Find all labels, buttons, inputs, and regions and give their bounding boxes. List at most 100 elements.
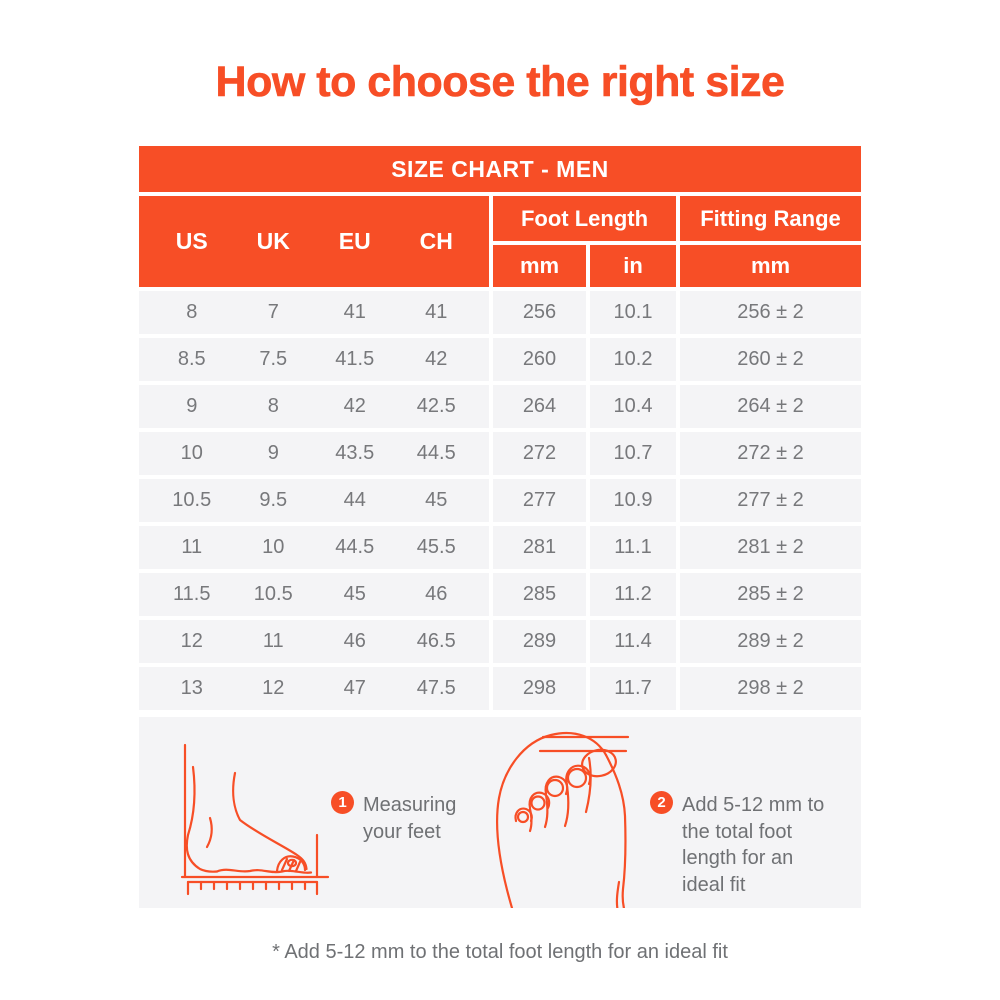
foot-length-mm: 281 bbox=[493, 526, 586, 569]
ch-size: 41 bbox=[425, 301, 448, 323]
fitting-unit-mm-header: mm bbox=[680, 245, 861, 287]
us-size: 8.5 bbox=[177, 348, 206, 370]
uk-size: 7.5 bbox=[259, 348, 288, 370]
foot-length-mm: 272 bbox=[493, 432, 586, 475]
foot-length-mm: 256 bbox=[493, 291, 586, 334]
step-2-text: Add 5-12 mm to the total foot length for… bbox=[682, 792, 824, 898]
table-row: 12 11 46 46.5 289 11.4 289 ± 2 bbox=[139, 620, 861, 663]
table-row: 10.5 9.5 44 45 277 10.9 277 ± 2 bbox=[139, 479, 861, 522]
us-size: 10.5 bbox=[172, 489, 212, 511]
table-row: 9 8 42 42.5 264 10.4 264 ± 2 bbox=[139, 385, 861, 428]
foot-length-in: 10.4 bbox=[590, 385, 676, 428]
ch-size: 46 bbox=[425, 583, 448, 605]
us-size: 11.5 bbox=[173, 583, 211, 605]
eu-size: 41.5 bbox=[335, 348, 375, 370]
foot-length-mm: 285 bbox=[493, 573, 586, 616]
size-values-group: 8 7 41 41 bbox=[139, 291, 489, 334]
table-row: 10 9 43.5 44.5 272 10.7 272 ± 2 bbox=[139, 432, 861, 475]
footnote: * Add 5-12 mm to the total foot length f… bbox=[272, 941, 728, 963]
size-chart-band-title: SIZE CHART - MEN bbox=[139, 146, 861, 192]
step-2-line: length for an bbox=[682, 847, 794, 869]
size-values-group: 13 12 47 47.5 bbox=[139, 667, 489, 710]
us-size: 13 bbox=[180, 677, 203, 699]
uk-size: 10.5 bbox=[253, 583, 293, 605]
step-1-line: your feet bbox=[363, 820, 441, 843]
size-systems-header-group: US UK EU CH bbox=[139, 196, 489, 287]
ch-size: 45 bbox=[425, 489, 448, 511]
foot-length-header: Foot Length bbox=[493, 196, 676, 241]
foot-length-mm: 277 bbox=[493, 479, 586, 522]
column-header-uk: UK bbox=[256, 228, 290, 254]
us-size: 11 bbox=[181, 536, 203, 558]
uk-size: 9.5 bbox=[259, 489, 288, 511]
table-row: 11.5 10.5 45 46 285 11.2 285 ± 2 bbox=[139, 573, 861, 616]
table-header: US UK EU CH Foot Length Fitting Range mm… bbox=[139, 196, 861, 287]
foot-length-in: 10.7 bbox=[590, 432, 676, 475]
step-1-line: Measuring bbox=[363, 794, 457, 816]
table-row: 13 12 47 47.5 298 11.7 298 ± 2 bbox=[139, 667, 861, 710]
measuring-guide-panel: 1 Measuring your feet 2 Add 5-12 mm to t… bbox=[139, 717, 861, 908]
column-header-eu: EU bbox=[338, 228, 371, 254]
ch-size: 44.5 bbox=[416, 442, 456, 464]
foot-length-mm: 289 bbox=[493, 620, 586, 663]
us-size: 10 bbox=[180, 442, 203, 464]
foot-length-mm: 264 bbox=[493, 385, 586, 428]
size-values-group: 10.5 9.5 44 45 bbox=[139, 479, 489, 522]
ch-size: 42 bbox=[425, 348, 448, 370]
foot-top-view-measure-icon bbox=[496, 731, 630, 908]
column-header-ch: CH bbox=[419, 228, 453, 254]
step-2-line: Add 5-12 mm to bbox=[682, 794, 825, 816]
eu-size: 44.5 bbox=[335, 536, 375, 558]
uk-size: 10 bbox=[262, 536, 285, 558]
step-1-number-badge: 1 bbox=[331, 791, 354, 814]
uk-size: 11 bbox=[262, 630, 284, 652]
eu-size: 46 bbox=[343, 630, 366, 652]
uk-size: 7 bbox=[267, 301, 279, 323]
foot-length-mm: 260 bbox=[493, 338, 586, 381]
us-size: 9 bbox=[186, 395, 198, 417]
size-chart-table: SIZE CHART - MEN US UK EU CH Foot Length… bbox=[139, 146, 861, 714]
foot-side-view-with-ruler-icon bbox=[180, 743, 330, 896]
foot-length-in: 10.9 bbox=[590, 479, 676, 522]
table-row: 8.5 7.5 41.5 42 260 10.2 260 ± 2 bbox=[139, 338, 861, 381]
foot-length-mm: 298 bbox=[493, 667, 586, 710]
eu-size: 47 bbox=[343, 677, 366, 699]
foot-length-in: 11.4 bbox=[590, 620, 676, 663]
step-2-number-badge: 2 bbox=[650, 791, 673, 814]
eu-size: 45 bbox=[343, 583, 366, 605]
step-1-text: Measuring your feet bbox=[363, 792, 456, 845]
size-values-group: 11.5 10.5 45 46 bbox=[139, 573, 489, 616]
step-2-line: ideal fit bbox=[682, 873, 746, 896]
fitting-range-header: Fitting Range bbox=[680, 196, 861, 241]
foot-length-in: 11.7 bbox=[590, 667, 676, 710]
size-values-group: 10 9 43.5 44.5 bbox=[139, 432, 489, 475]
foot-length-in: 10.2 bbox=[590, 338, 676, 381]
eu-size: 43.5 bbox=[335, 442, 375, 464]
foot-length-in: 11.2 bbox=[590, 573, 676, 616]
page-title: How to choose the right size bbox=[215, 58, 785, 107]
fitting-range-value: 260 ± 2 bbox=[680, 338, 861, 381]
uk-size: 8 bbox=[267, 395, 279, 417]
fitting-range-value: 264 ± 2 bbox=[680, 385, 861, 428]
fitting-range-value: 285 ± 2 bbox=[680, 573, 861, 616]
size-values-group: 8.5 7.5 41.5 42 bbox=[139, 338, 489, 381]
table-row: 11 10 44.5 45.5 281 11.1 281 ± 2 bbox=[139, 526, 861, 569]
ch-size: 42.5 bbox=[416, 395, 456, 417]
unit-mm-header: mm bbox=[493, 245, 586, 287]
us-size: 8 bbox=[186, 301, 198, 323]
eu-size: 42 bbox=[343, 395, 366, 417]
ch-size: 45.5 bbox=[416, 536, 456, 558]
fitting-range-value: 289 ± 2 bbox=[680, 620, 861, 663]
fitting-range-value: 256 ± 2 bbox=[680, 291, 861, 334]
fitting-range-value: 298 ± 2 bbox=[680, 667, 861, 710]
uk-size: 12 bbox=[262, 677, 285, 699]
us-size: 12 bbox=[180, 630, 203, 652]
size-values-group: 12 11 46 46.5 bbox=[139, 620, 489, 663]
eu-size: 41 bbox=[343, 301, 366, 323]
fitting-range-value: 281 ± 2 bbox=[680, 526, 861, 569]
fitting-range-value: 277 ± 2 bbox=[680, 479, 861, 522]
step-2-line: the total foot bbox=[682, 820, 793, 843]
fitting-range-value: 272 ± 2 bbox=[680, 432, 861, 475]
size-values-group: 11 10 44.5 45.5 bbox=[139, 526, 489, 569]
